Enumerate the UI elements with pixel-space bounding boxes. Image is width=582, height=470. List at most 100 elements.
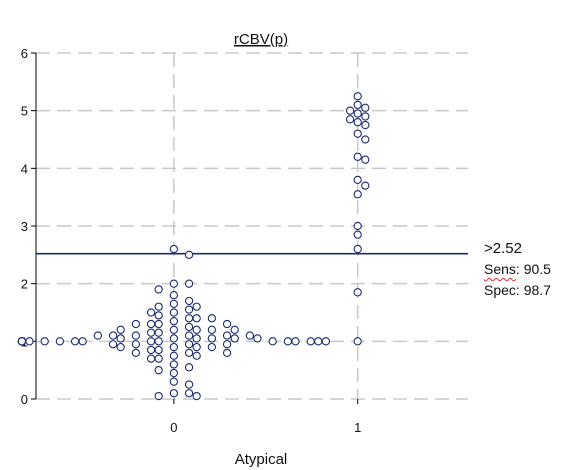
data-point bbox=[169, 368, 179, 378]
data-point bbox=[184, 296, 194, 306]
data-point bbox=[184, 322, 194, 332]
data-point bbox=[108, 340, 118, 349]
cutoff-value: >2.52 bbox=[484, 240, 522, 257]
data-point bbox=[353, 118, 362, 127]
data-point bbox=[154, 285, 163, 294]
y-tick-label: 6 bbox=[21, 46, 28, 61]
data-point bbox=[184, 380, 194, 389]
data-point bbox=[184, 331, 194, 340]
data-point bbox=[146, 328, 156, 337]
data-point bbox=[169, 351, 179, 360]
data-point bbox=[283, 337, 293, 346]
data-point bbox=[154, 319, 163, 329]
data-point bbox=[306, 337, 315, 346]
data-point bbox=[40, 337, 49, 346]
data-point bbox=[154, 337, 163, 346]
data-point bbox=[353, 221, 362, 231]
data-point bbox=[361, 155, 370, 164]
data-point bbox=[93, 331, 103, 340]
data-point bbox=[353, 337, 362, 346]
data-point bbox=[353, 92, 362, 101]
x-axis-label: Atypical bbox=[235, 451, 288, 468]
data-point bbox=[146, 337, 156, 346]
data-point bbox=[169, 279, 179, 288]
data-point bbox=[230, 334, 239, 343]
data-point bbox=[321, 337, 331, 346]
data-point bbox=[184, 389, 194, 398]
data-point bbox=[146, 345, 156, 355]
data-point bbox=[291, 337, 300, 346]
data-point bbox=[184, 340, 194, 349]
data-point bbox=[116, 342, 125, 352]
data-point bbox=[192, 302, 201, 311]
data-point bbox=[131, 340, 141, 349]
data-point bbox=[268, 337, 277, 346]
data-point bbox=[184, 363, 194, 372]
data-point bbox=[353, 109, 362, 118]
data-point bbox=[353, 100, 362, 110]
data-point bbox=[78, 337, 87, 346]
data-point bbox=[192, 342, 201, 352]
y-tick-label: 4 bbox=[21, 161, 28, 176]
data-point bbox=[169, 342, 179, 352]
cutoff-panel: >2.52 Sens: 90.5 Spec: 98.7 bbox=[484, 238, 551, 301]
data-point bbox=[361, 103, 370, 112]
data-point bbox=[169, 325, 179, 334]
data-point bbox=[353, 190, 362, 199]
grid-lines bbox=[36, 52, 468, 400]
sens-label: Sens bbox=[484, 261, 516, 277]
data-point bbox=[192, 391, 201, 401]
data-point bbox=[154, 354, 163, 363]
data-point bbox=[353, 288, 362, 297]
data-point bbox=[192, 334, 201, 343]
data-point bbox=[146, 308, 156, 317]
spec-label: Spec bbox=[484, 282, 516, 298]
sens-value: : 90.5 bbox=[515, 261, 551, 277]
data-point bbox=[192, 351, 201, 360]
data-point bbox=[169, 389, 179, 398]
data-point bbox=[154, 391, 163, 401]
data-point bbox=[222, 340, 232, 349]
data-point bbox=[169, 299, 179, 308]
data-point bbox=[353, 129, 362, 138]
data-point bbox=[230, 325, 239, 334]
data-point bbox=[131, 331, 141, 340]
data-point bbox=[169, 360, 179, 369]
chart-title: rCBV(p) bbox=[234, 31, 288, 48]
data-point bbox=[146, 319, 156, 329]
data-point bbox=[108, 331, 118, 340]
data-point bbox=[361, 112, 370, 121]
data-point bbox=[169, 377, 179, 386]
data-point bbox=[131, 319, 141, 329]
data-point bbox=[70, 337, 80, 346]
data-point bbox=[55, 337, 65, 346]
data-point bbox=[353, 175, 362, 185]
data-point bbox=[184, 314, 194, 323]
data-point bbox=[116, 334, 125, 343]
data-point bbox=[154, 311, 163, 320]
data-point bbox=[207, 334, 217, 343]
data-point bbox=[222, 348, 232, 358]
data-point bbox=[207, 325, 217, 334]
data-point bbox=[154, 302, 163, 311]
data-point bbox=[207, 314, 217, 323]
data-point bbox=[192, 314, 201, 323]
data-point bbox=[353, 244, 362, 254]
data-point bbox=[222, 319, 232, 329]
data-point bbox=[184, 279, 194, 288]
data-point bbox=[361, 181, 370, 190]
data-point bbox=[314, 337, 323, 346]
data-point bbox=[154, 328, 163, 337]
data-point bbox=[222, 331, 232, 340]
data-point bbox=[17, 337, 27, 346]
axes: 012345601 bbox=[21, 46, 362, 435]
y-tick-label: 0 bbox=[21, 392, 28, 407]
sensitivity: Sens: 90.5 bbox=[484, 259, 551, 280]
data-point bbox=[169, 308, 179, 317]
x-tick-label: 1 bbox=[354, 420, 361, 435]
y-tick-label: 3 bbox=[21, 219, 28, 234]
data-points bbox=[17, 92, 370, 401]
data-point bbox=[345, 106, 355, 115]
specificity: Spec: 98.7 bbox=[484, 280, 551, 301]
